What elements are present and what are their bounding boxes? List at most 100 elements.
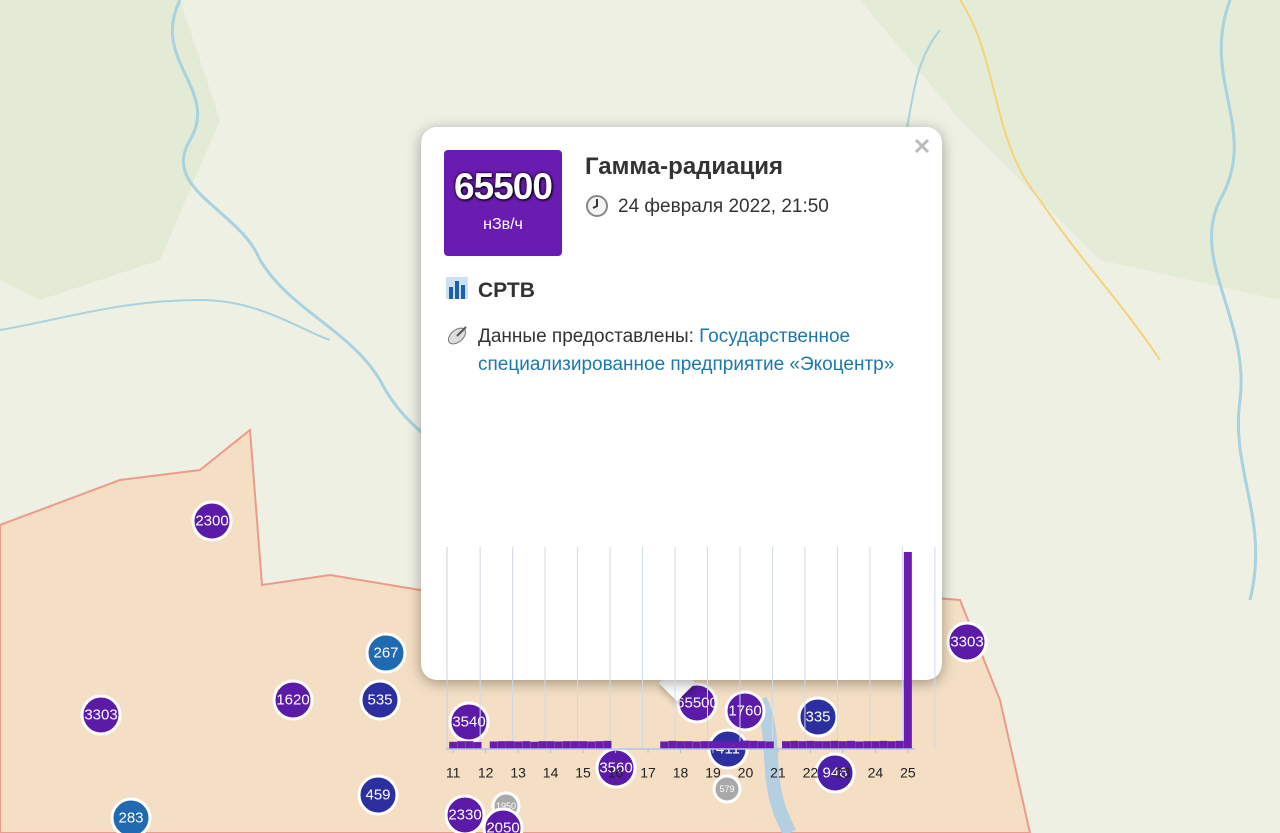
x-tick-label: 12 bbox=[478, 765, 494, 781]
bar bbox=[489, 741, 498, 749]
marker[interactable]: 3560 bbox=[595, 747, 637, 789]
bar bbox=[895, 740, 904, 749]
provider-link[interactable]: Государственное специализированное предп… bbox=[478, 326, 895, 375]
bar bbox=[473, 742, 482, 749]
marker-label: 535 bbox=[367, 692, 392, 709]
bar bbox=[457, 741, 466, 749]
marker-circle bbox=[272, 679, 314, 721]
x-tick-label: 11 bbox=[446, 765, 461, 781]
bar bbox=[538, 741, 547, 749]
marker-circle bbox=[110, 797, 152, 833]
bar bbox=[806, 740, 815, 749]
bar bbox=[595, 741, 604, 749]
x-tick-label: 19 bbox=[705, 765, 721, 781]
x-tick-label: 16 bbox=[608, 765, 624, 781]
river bbox=[1210, 0, 1258, 601]
marker-label: 579 bbox=[719, 784, 734, 794]
marker[interactable]: 946 bbox=[814, 752, 856, 794]
marker[interactable]: 2300 bbox=[191, 500, 233, 542]
x-tick-label: 15 bbox=[575, 765, 591, 781]
marker-circle bbox=[814, 752, 856, 794]
marker[interactable]: 283 bbox=[110, 797, 152, 833]
bar bbox=[757, 741, 766, 749]
chart: 11 12 13 14 15 16 17 18 19 20 21 22 23 24 25 bbox=[446, 547, 936, 781]
x-tick-label: 23 bbox=[835, 765, 851, 781]
bar bbox=[887, 741, 896, 749]
marker[interactable]: 535 bbox=[359, 679, 401, 721]
marker-label: 3560 bbox=[599, 760, 632, 777]
close-button[interactable] bbox=[912, 136, 932, 156]
x-tick-label: 24 bbox=[868, 765, 884, 781]
marker-label: 946 bbox=[822, 765, 847, 782]
provider-label: Данные предоставлены: bbox=[478, 326, 694, 347]
marker-label: 1760 bbox=[728, 703, 761, 720]
station-name: СРТВ bbox=[478, 279, 535, 302]
marker-label: 3303 bbox=[950, 634, 983, 651]
bar bbox=[708, 741, 717, 749]
marker-label: 335 bbox=[805, 709, 830, 726]
bar bbox=[465, 741, 474, 749]
x-tick-label: 13 bbox=[510, 765, 526, 781]
marker-circle bbox=[724, 690, 766, 732]
bar bbox=[798, 741, 807, 749]
marker[interactable]: 459 bbox=[357, 774, 399, 816]
marker[interactable]: 3303 bbox=[80, 694, 122, 736]
marker[interactable]: 2050 bbox=[482, 807, 524, 833]
marker-label: 3540 bbox=[452, 714, 485, 731]
x-tick-label: 14 bbox=[543, 765, 559, 781]
marker-circle bbox=[676, 682, 718, 724]
marker-circle bbox=[712, 774, 742, 804]
bar bbox=[562, 741, 571, 749]
marker-label: 3303 bbox=[84, 707, 117, 724]
bar bbox=[830, 740, 839, 749]
bar bbox=[570, 741, 579, 749]
marker[interactable]: 3540 bbox=[448, 701, 490, 743]
river bbox=[0, 298, 331, 341]
value-badge: 65500 нЗв/ч bbox=[444, 150, 562, 256]
marker[interactable]: 579 bbox=[712, 774, 742, 804]
bar bbox=[741, 740, 750, 749]
marker-circle bbox=[80, 694, 122, 736]
bar bbox=[855, 741, 864, 749]
marker-circle bbox=[357, 774, 399, 816]
x-tick-label: 20 bbox=[738, 765, 754, 781]
provider: Данные предоставлены: Государственное сп… bbox=[478, 323, 898, 379]
bar bbox=[903, 552, 912, 749]
marker-label: 267 bbox=[373, 645, 398, 662]
popup: 65500 нЗв/ч Гамма-радиация 24 февраля 20… bbox=[421, 127, 942, 781]
bar bbox=[514, 741, 523, 749]
popup-date: 24 февраля 2022, 21:50 bbox=[618, 196, 829, 217]
marker-label: 2300 bbox=[195, 513, 228, 530]
road bbox=[959, 0, 1161, 361]
bar bbox=[587, 741, 596, 749]
satellite-icon bbox=[447, 326, 467, 345]
forest-area bbox=[0, 0, 220, 300]
marker-label: 2050 bbox=[486, 820, 519, 833]
bar bbox=[700, 741, 709, 749]
marker[interactable]: 1760 bbox=[724, 690, 766, 732]
bar bbox=[814, 741, 823, 749]
marker[interactable]: 1620 bbox=[272, 679, 314, 721]
clock-icon bbox=[586, 195, 608, 217]
bar bbox=[530, 741, 539, 749]
bar bbox=[838, 741, 847, 749]
badge-value: 65500 bbox=[454, 166, 553, 207]
marker-circle bbox=[482, 807, 524, 833]
bar bbox=[660, 741, 669, 749]
marker[interactable]: 2330 bbox=[444, 794, 486, 833]
x-tick-label: 22 bbox=[803, 765, 819, 781]
bar bbox=[749, 740, 758, 749]
bar bbox=[765, 741, 774, 749]
bar bbox=[822, 741, 831, 749]
badge-unit: нЗв/ч bbox=[483, 216, 523, 233]
marker-circle bbox=[359, 679, 401, 721]
bar bbox=[676, 741, 685, 749]
popup-title: Гамма-радиация bbox=[585, 153, 784, 180]
bar bbox=[603, 740, 612, 749]
bar bbox=[449, 741, 458, 749]
chart-icon bbox=[446, 277, 468, 299]
river bbox=[753, 696, 797, 833]
marker[interactable]: 3303 bbox=[946, 621, 988, 663]
marker[interactable]: 267 bbox=[365, 632, 407, 674]
